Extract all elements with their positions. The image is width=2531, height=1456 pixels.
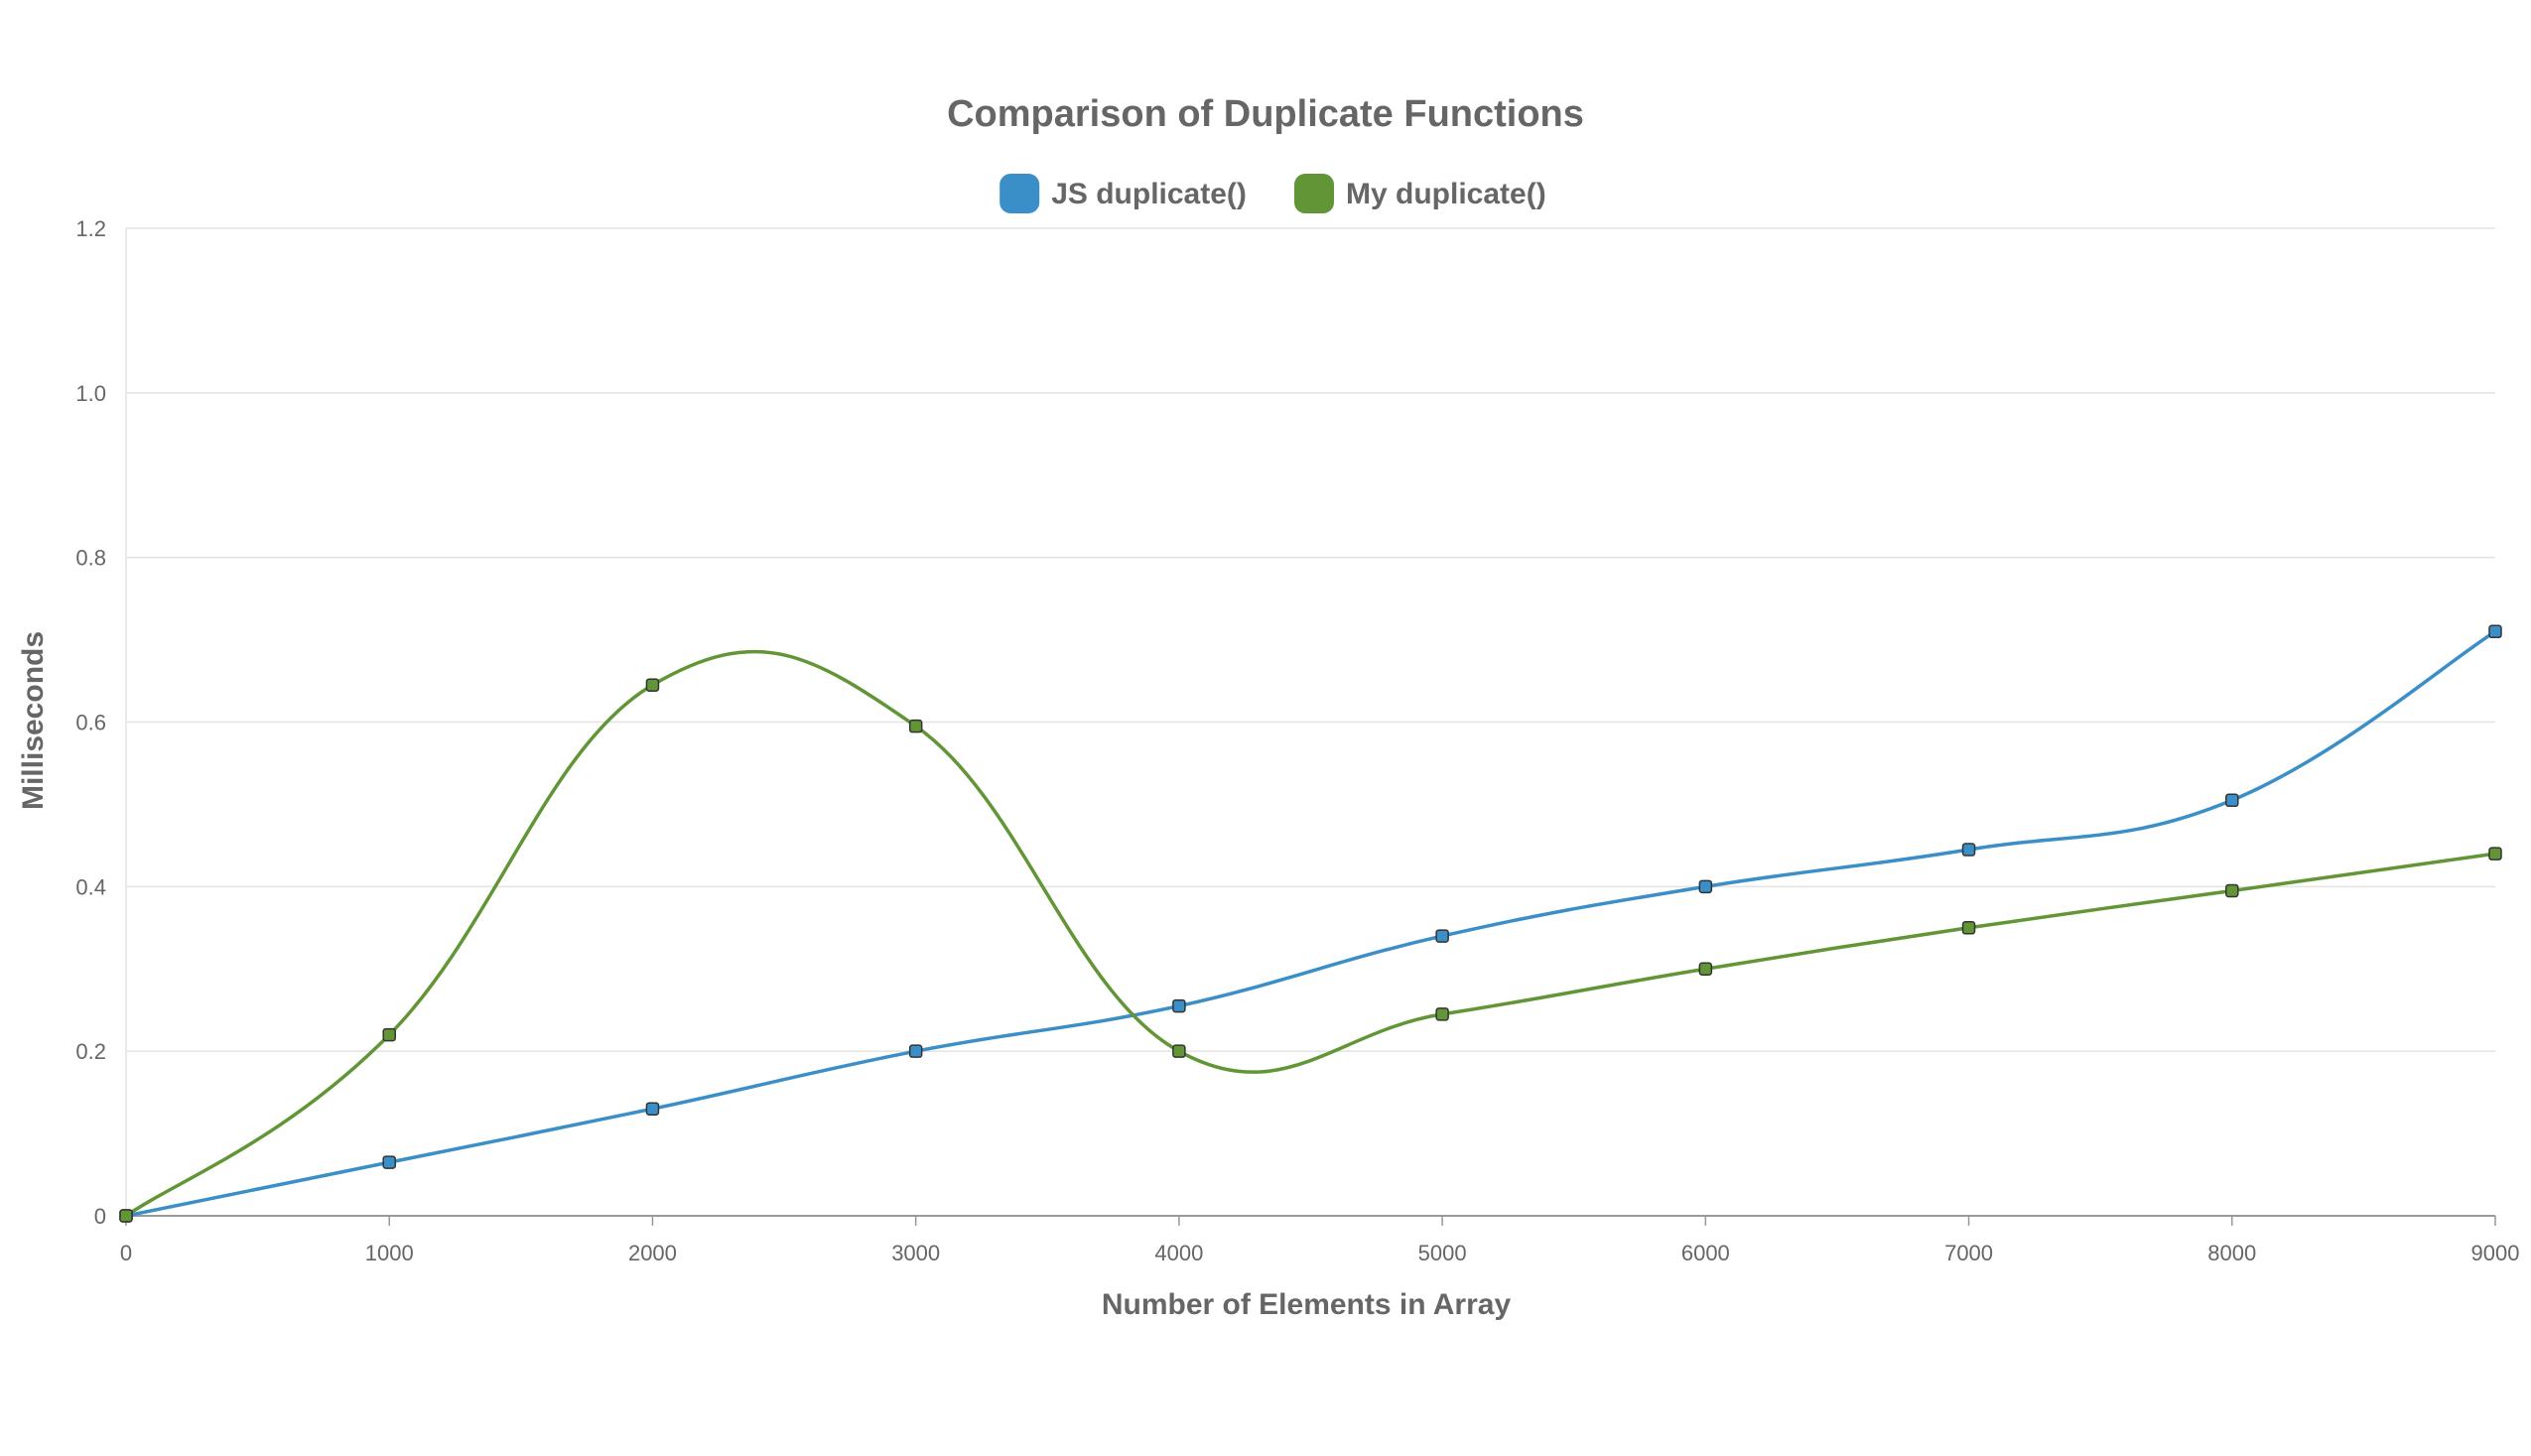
legend: JS duplicate() My duplicate(): [999, 174, 1546, 213]
x-tick-label: 9000: [2471, 1241, 2520, 1265]
x-tick-label: 1000: [365, 1241, 414, 1265]
data-point[interactable]: [1435, 1007, 1449, 1021]
data-point[interactable]: [1435, 929, 1449, 943]
data-point[interactable]: [2488, 624, 2502, 639]
y-tick-label: 1.0: [75, 381, 106, 406]
y-tick-label: 0.4: [75, 874, 106, 899]
legend-label: JS duplicate(): [1051, 178, 1247, 210]
data-point[interactable]: [908, 719, 923, 733]
x-tick-label: 7000: [1944, 1241, 1993, 1265]
x-tick-label: 3000: [891, 1241, 940, 1265]
legend-item[interactable]: My duplicate(): [1294, 174, 1546, 213]
data-point[interactable]: [2488, 847, 2502, 860]
data-point[interactable]: [1172, 1044, 1186, 1058]
legend-label: My duplicate(): [1346, 178, 1546, 210]
x-axis-label: Number of Elements in Array: [1102, 1288, 1512, 1321]
data-point[interactable]: [908, 1044, 923, 1058]
data-point[interactable]: [119, 1209, 133, 1223]
y-axis-label: Milliseconds: [17, 631, 50, 810]
data-point[interactable]: [2225, 793, 2239, 808]
data-point[interactable]: [1698, 879, 1713, 894]
x-tick-label: 5000: [1418, 1241, 1467, 1265]
series-lines: [124, 629, 2497, 1218]
y-tick-label: 0.2: [75, 1039, 106, 1064]
y-tick-label: 0.8: [75, 546, 106, 571]
x-tick-label: 6000: [1681, 1241, 1730, 1265]
series-points: [119, 624, 2502, 1223]
x-axis-ticks: 0 1000 2000 3000 4000 5000 6000 7000 8000 9000: [120, 1216, 2520, 1265]
chart-title: Comparison of Duplicate Functions: [947, 93, 1584, 135]
x-tick-label: 0: [120, 1241, 132, 1265]
x-tick-label: 4000: [1154, 1241, 1203, 1265]
data-point[interactable]: [1961, 843, 1976, 857]
data-point[interactable]: [2225, 883, 2239, 898]
data-point[interactable]: [1698, 962, 1713, 976]
data-point[interactable]: [1172, 998, 1186, 1013]
data-point[interactable]: [382, 1027, 396, 1042]
legend-item[interactable]: JS duplicate(): [999, 174, 1247, 213]
y-tick-label: 0: [94, 1204, 106, 1229]
x-tick-label: 8000: [2207, 1241, 2256, 1265]
grid: [125, 227, 2495, 1217]
data-point[interactable]: [645, 678, 660, 692]
legend-swatch: [1294, 174, 1334, 213]
series-line-0: [124, 629, 2497, 1218]
data-point[interactable]: [1961, 921, 1976, 935]
data-point[interactable]: [382, 1155, 396, 1169]
y-tick-label: 1.2: [75, 216, 106, 241]
y-axis-ticks: 0 0.2 0.4 0.6 0.8 1.0 1.2: [75, 216, 106, 1229]
legend-swatch: [999, 174, 1040, 213]
x-tick-label: 2000: [628, 1241, 677, 1265]
series-line-1: [124, 649, 2497, 1218]
y-tick-label: 0.6: [75, 711, 106, 735]
data-point[interactable]: [645, 1102, 660, 1116]
